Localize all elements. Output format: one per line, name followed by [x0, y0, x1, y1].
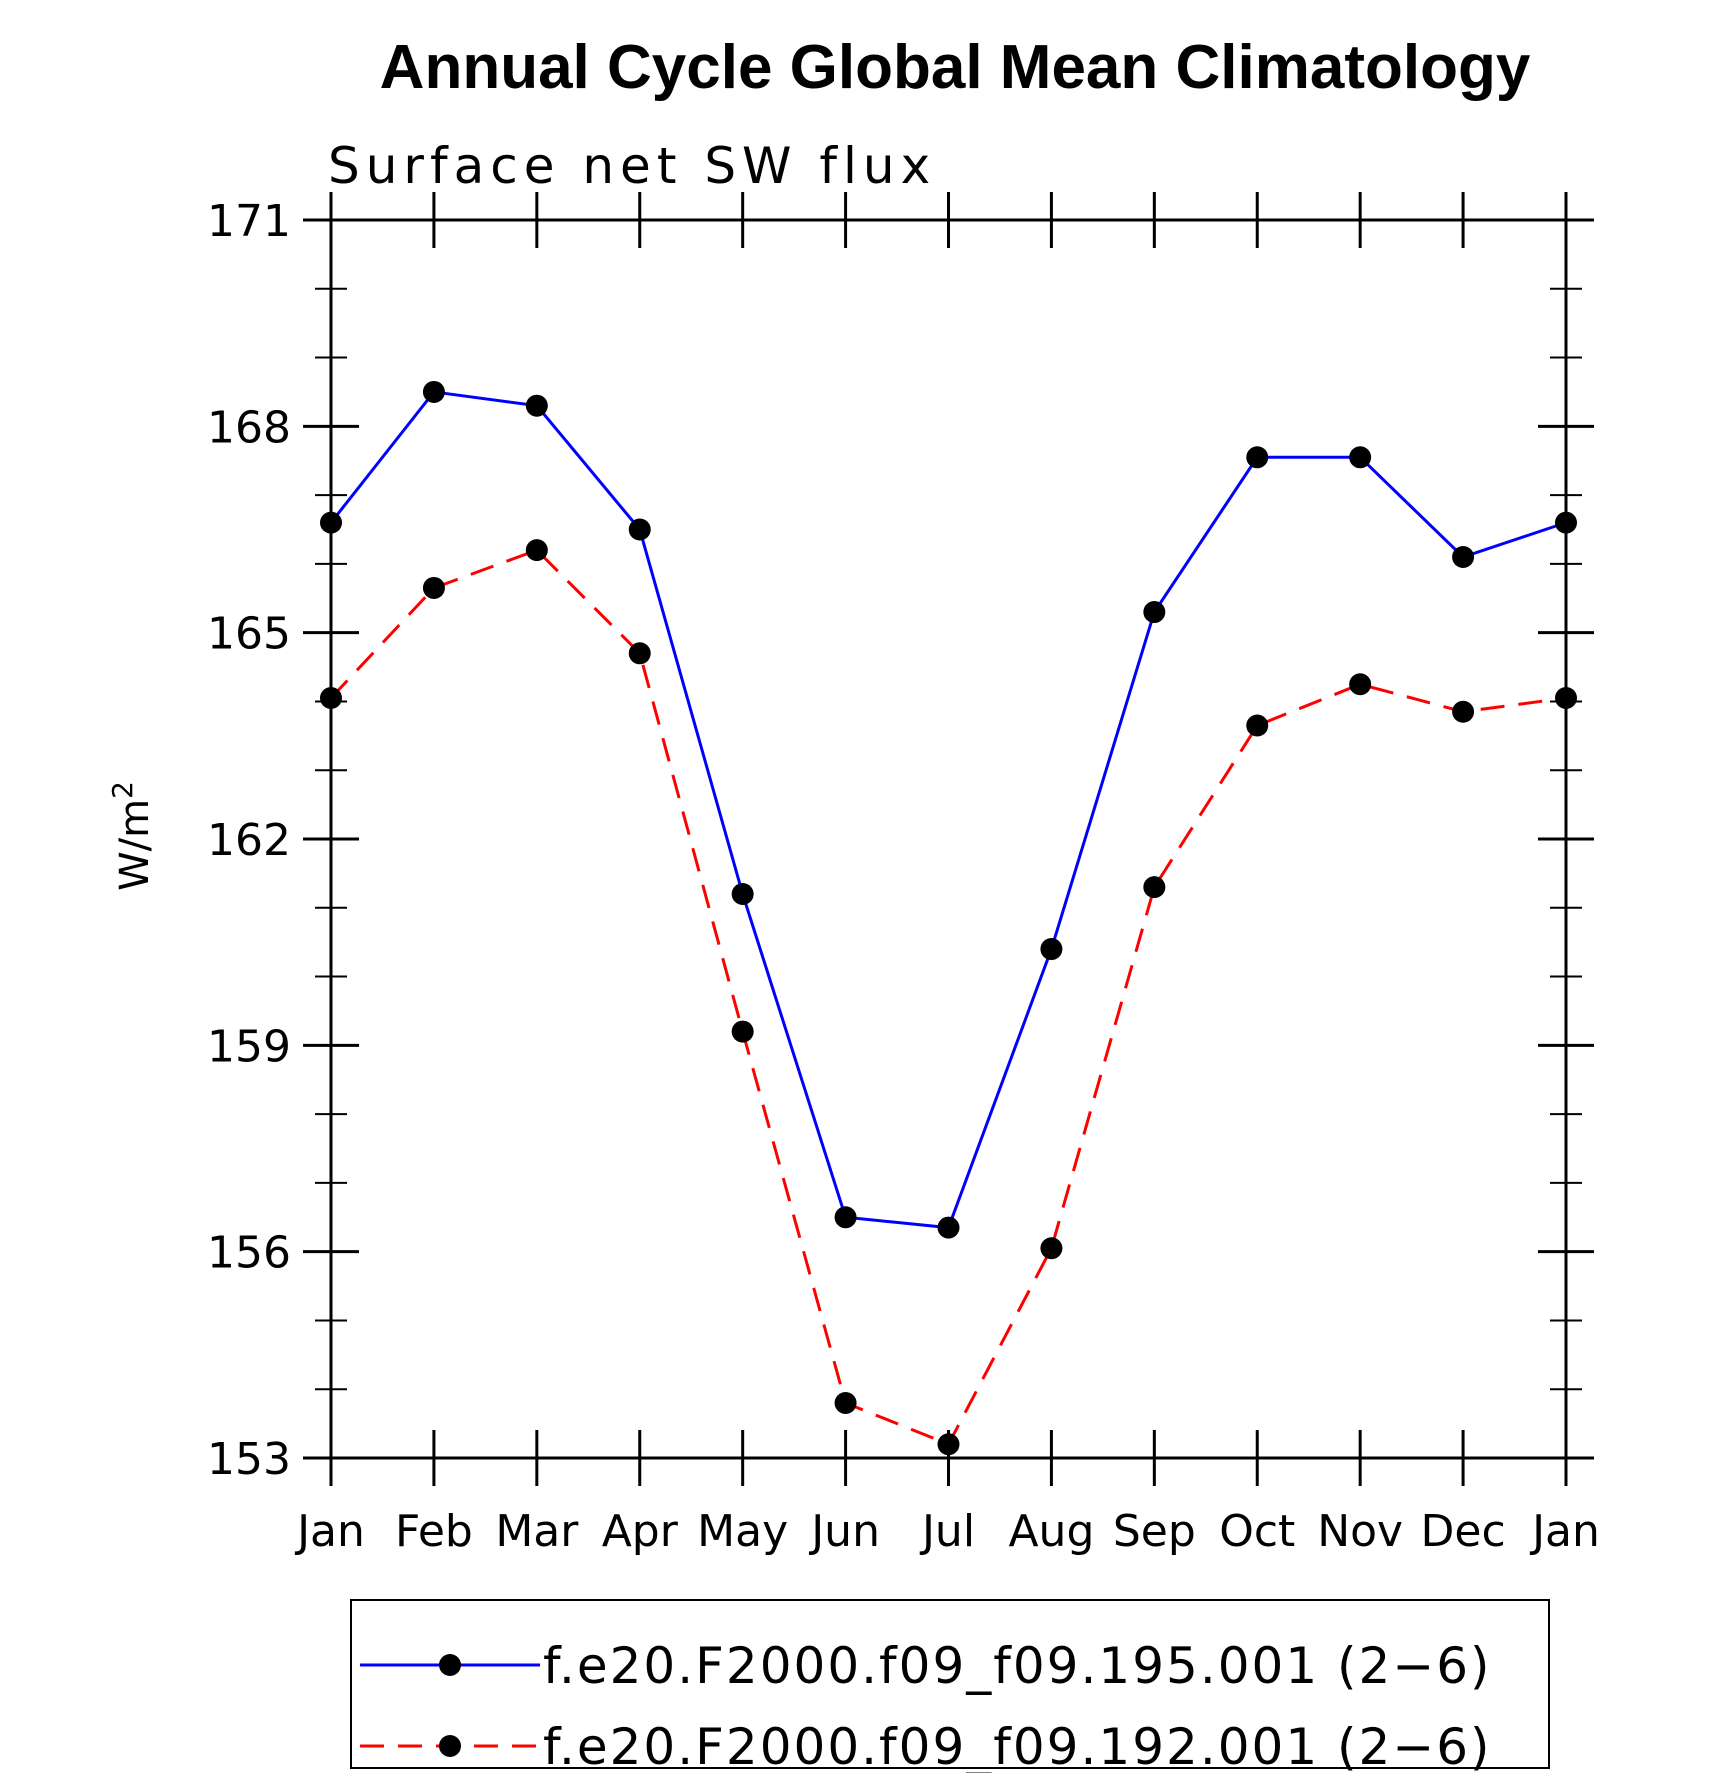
- data-point-series-1: [731, 883, 754, 906]
- y-tick-label: 153: [207, 1434, 291, 1485]
- data-point-series-2: [1040, 1237, 1063, 1260]
- data-point-series-1: [1555, 511, 1577, 534]
- series-lines: [329, 390, 1567, 1447]
- data-point-series-1: [320, 511, 342, 534]
- data-point-series-2: [628, 642, 651, 665]
- series-markers: [320, 380, 1577, 1456]
- data-point-series-2: [1349, 673, 1372, 696]
- x-tick-label: Oct: [1219, 1506, 1295, 1557]
- data-point-series-2: [731, 1020, 754, 1043]
- data-point-series-1: [1452, 546, 1475, 569]
- axis-tick-labels: Jan Feb Mar Apr May Jun Jul Aug Sep Oct Nov Dec Jan1…: [207, 196, 1600, 1557]
- x-tick-label: Nov: [1317, 1506, 1403, 1557]
- x-tick-label: May: [697, 1506, 788, 1557]
- data-point-series-2: [1143, 876, 1166, 899]
- x-tick-label: Apr: [602, 1506, 679, 1557]
- data-point-series-2: [1555, 687, 1577, 710]
- y-tick-label: 159: [207, 1021, 291, 1072]
- x-tick-label: Sep: [1113, 1506, 1196, 1557]
- legend: f.e20.F2000.f09_f09.195.001 (2−6) f.e20.F…: [350, 1599, 1550, 1773]
- y-tick-label: 168: [207, 402, 291, 453]
- data-point-series-2: [937, 1433, 960, 1456]
- x-tick-label: Jan: [1529, 1506, 1600, 1557]
- data-point-series-2: [422, 576, 445, 599]
- data-point-series-2: [1246, 714, 1269, 737]
- data-point-series-2: [1452, 700, 1475, 723]
- legend-label-2: f.e20.F2000.f09_f09.192.001 (2−6): [543, 1718, 1492, 1773]
- data-point-series-2: [834, 1391, 857, 1414]
- y-tick-label: 162: [207, 815, 291, 866]
- legend-marker-2: [439, 1735, 461, 1757]
- data-point-series-2: [320, 687, 342, 710]
- x-tick-label: Aug: [1008, 1506, 1094, 1557]
- chart-subtitle: Surface net SW flux: [328, 137, 936, 195]
- x-tick-label: Jul: [919, 1506, 975, 1557]
- y-tick-label: 171: [207, 196, 291, 247]
- x-tick-label: Feb: [395, 1506, 473, 1557]
- plot-frame: [329, 218, 1568, 1460]
- y-tick-label: 165: [207, 609, 291, 660]
- data-point-series-1: [1143, 601, 1166, 624]
- data-point-series-1: [937, 1216, 960, 1239]
- legend-box: [350, 1599, 1550, 1769]
- y-axis-label-text: W/m: [112, 799, 158, 891]
- y-axis-label: W/m2: [106, 781, 158, 891]
- axis-ticks: [303, 192, 1594, 1486]
- series-line-1: [329, 390, 1567, 1230]
- data-point-series-1: [422, 380, 445, 403]
- series-line-2: [329, 548, 1567, 1447]
- data-point-series-1: [525, 394, 548, 417]
- data-point-series-1: [834, 1206, 857, 1229]
- data-point-series-1: [628, 518, 651, 541]
- y-tick-label: 156: [207, 1228, 291, 1279]
- x-tick-label: Jan: [294, 1506, 365, 1557]
- x-tick-label: Jun: [808, 1506, 880, 1557]
- svg-text:W/m2: W/m2: [106, 781, 158, 891]
- legend-marker-1: [439, 1654, 461, 1676]
- x-tick-label: Dec: [1421, 1506, 1506, 1557]
- data-point-series-1: [1349, 446, 1372, 469]
- data-point-series-1: [1040, 938, 1063, 961]
- x-tick-label: Mar: [495, 1506, 579, 1557]
- data-point-series-2: [525, 539, 548, 562]
- data-point-series-1: [1246, 446, 1269, 469]
- y-axis-label-superscript: 2: [106, 781, 139, 799]
- chart-title: Annual Cycle Global Mean Climatology: [380, 33, 1531, 102]
- legend-label-1: f.e20.F2000.f09_f09.195.001 (2−6): [543, 1637, 1492, 1695]
